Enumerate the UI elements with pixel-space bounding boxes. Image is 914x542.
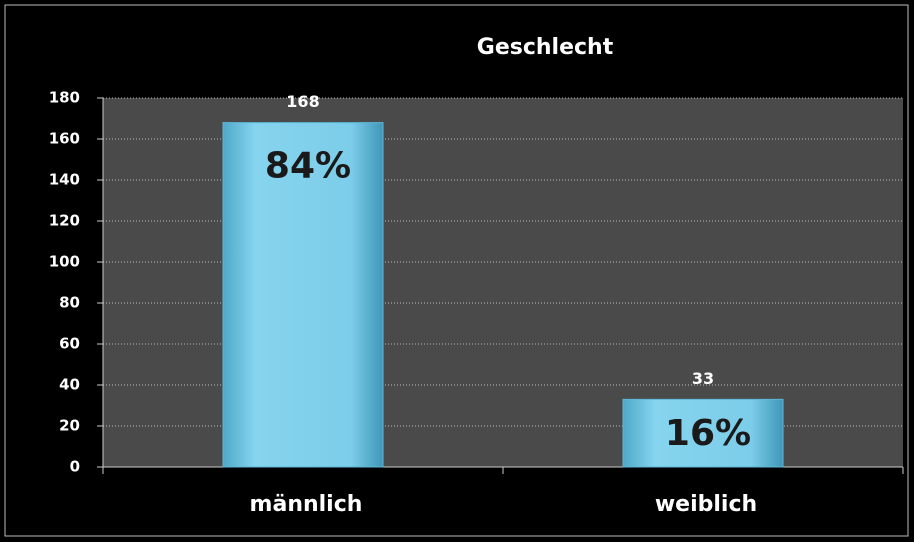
- y-tick-label: 20: [59, 417, 80, 435]
- bar: [622, 398, 784, 468]
- y-tick-label: 160: [49, 130, 80, 148]
- y-tick-label: 100: [49, 253, 80, 271]
- y-tick-label: 120: [49, 212, 80, 230]
- chart-title: Geschlecht: [477, 35, 614, 60]
- x-tick-label: weiblich: [655, 492, 757, 517]
- value-label: 168: [286, 92, 319, 111]
- y-tick-label: 60: [59, 335, 80, 353]
- frame: [4, 4, 909, 537]
- y-tick-label: 140: [49, 171, 80, 189]
- y-tick-label: 40: [59, 376, 80, 394]
- y-tick-label: 180: [49, 89, 80, 107]
- percent-label: 16%: [665, 413, 751, 454]
- y-tick-label: 80: [59, 294, 80, 312]
- x-tick-label: männlich: [250, 492, 363, 517]
- bar: [222, 122, 384, 468]
- value-label: 33: [692, 369, 714, 388]
- percent-label: 84%: [265, 146, 351, 187]
- y-tick-label: 0: [70, 458, 80, 476]
